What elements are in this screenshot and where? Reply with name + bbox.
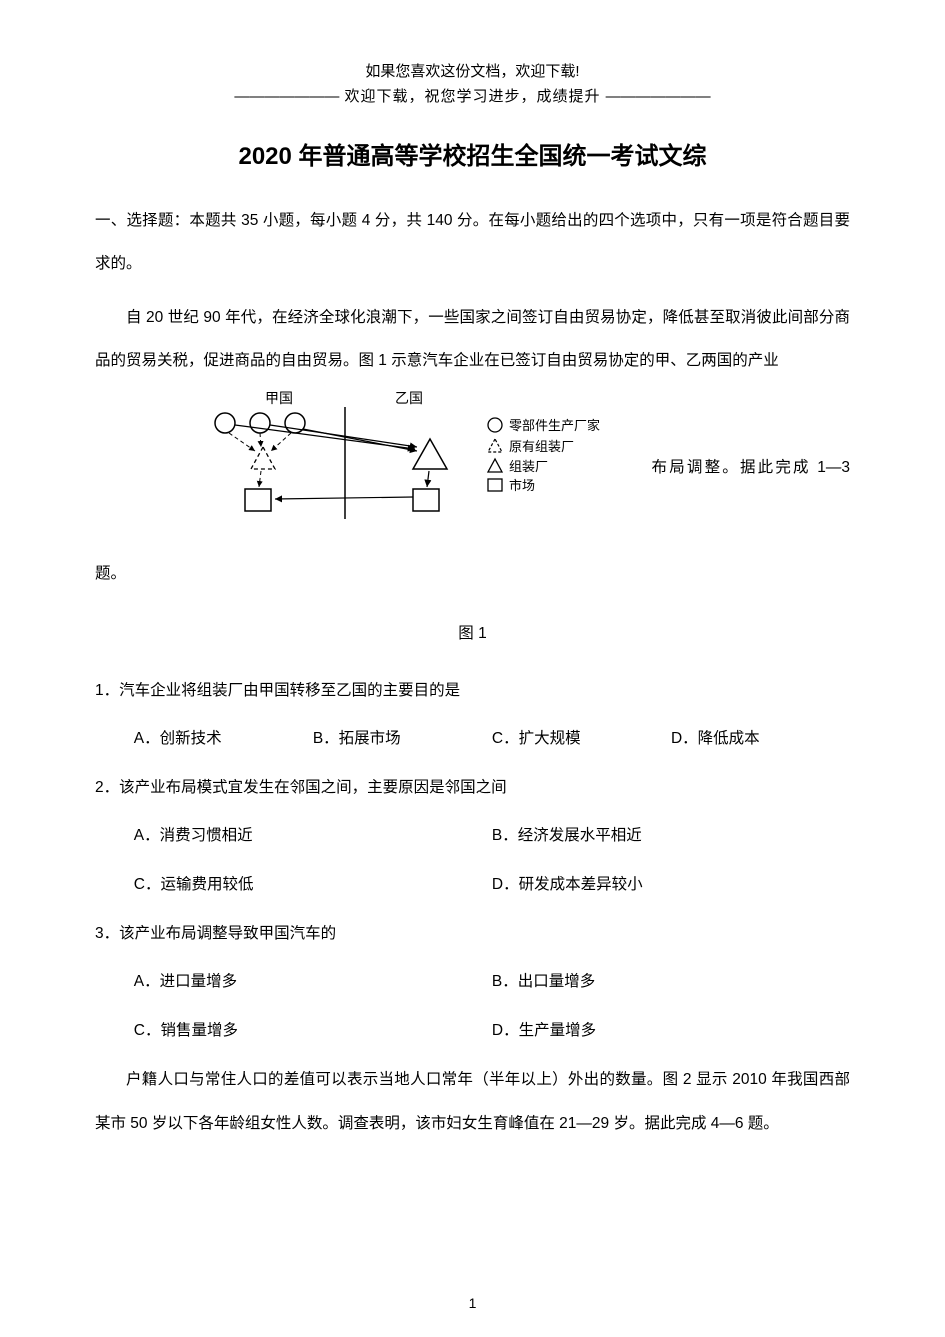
q2-opt-b: B．经济发展水平相近 [492,814,850,857]
legend-circle-label: 零部件生产厂家 [509,418,600,433]
assembly-yi [413,439,447,469]
arrow-p2-yi [270,425,417,447]
label-jia: 甲国 [265,390,293,406]
arrow-orig-market [259,471,261,487]
market-yi [413,489,439,511]
page-title: 2020 年普通高等学校招生全国统一考试文综 [95,136,850,171]
q1-stem: 1．汽车企业将组装厂由甲国转移至乙国的主要目的是 [95,669,850,712]
arrow-yi-market [427,471,429,487]
question-1: 1．汽车企业将组装厂由甲国转移至乙国的主要目的是 A．创新技术 B．拓展市场 C… [95,669,850,760]
legend-tri-solid-icon [488,459,502,472]
figure-1-caption: 图 1 [95,621,850,643]
q3-stem: 3．该产业布局调整导致甲国汽车的 [95,912,850,955]
decor-right: ——————— [606,88,711,105]
arrow-yi-jiamarket [275,497,413,499]
section-intro: 一、选择题：本题共 35 小题，每小题 4 分，共 140 分。在每小题给出的四… [95,199,850,286]
question-3: 3．该产业布局调整导致甲国汽车的 A．进口量增多 B．出口量增多 C．销售量增多… [95,912,850,1052]
header-decor: ——————— 欢迎下载，祝您学习进步，成绩提升 ——————— [95,85,850,106]
q2-opt-c: C．运输费用较低 [134,863,492,906]
decor-text: 欢迎下载，祝您学习进步，成绩提升 [344,88,600,105]
passage-1a: 自 20 世纪 90 年代，在经济全球化浪潮下，一些国家之间签订自由贸易协定，降… [95,309,850,369]
label-yi: 乙国 [395,390,423,406]
parts-2 [250,413,270,433]
legend-tri-dash-icon [488,439,502,452]
q2-stem: 2．该产业布局模式宜发生在邻国之间，主要原因是邻国之间 [95,766,850,809]
legend-tri-solid-label: 组装厂 [509,459,548,474]
legend-circle-icon [488,418,502,432]
legend-square-label: 市场 [509,478,535,493]
passage-1: 自 20 世纪 90 年代，在经济全球化浪潮下，一些国家之间签订自由贸易协定，降… [95,296,850,596]
legend-tri-dash-label: 原有组装厂 [509,439,574,454]
arrow-p2-orig [260,433,261,447]
page-number: 1 [0,1295,945,1311]
q3-opt-c: C．销售量增多 [134,1009,492,1052]
header-note: 如果您喜欢这份文档，欢迎下载! [95,60,850,81]
legend-square-icon [488,479,502,491]
q2-opt-a: A．消费习惯相近 [134,814,492,857]
q3-opt-b: B．出口量增多 [492,960,850,1003]
parts-1 [215,413,235,433]
figure-1-diagram: 甲国 乙国 [195,389,625,546]
arrow-p3-yi [303,429,417,451]
q3-opt-d: D．生产量增多 [492,1009,850,1052]
decor-left: ——————— [234,88,339,105]
q1-opt-d: D．降低成本 [671,717,850,760]
arrow-p1-orig [229,433,255,451]
legend: 零部件生产厂家 原有组装厂 组装厂 市场 [488,418,600,493]
market-jia [245,489,271,511]
q2-opt-d: D．研发成本差异较小 [492,863,850,906]
q1-opt-c: C．扩大规模 [492,717,671,760]
passage-2: 户籍人口与常住人口的差值可以表示当地人口常年（半年以上）外出的数量。图 2 显示… [95,1058,850,1145]
question-2: 2．该产业布局模式宜发生在邻国之间，主要原因是邻国之间 A．消费习惯相近 B．经… [95,766,850,906]
q1-opt-b: B．拓展市场 [313,717,492,760]
q3-opt-a: A．进口量增多 [134,960,492,1003]
arrow-p3-orig [271,433,291,451]
q1-opt-a: A．创新技术 [134,717,313,760]
